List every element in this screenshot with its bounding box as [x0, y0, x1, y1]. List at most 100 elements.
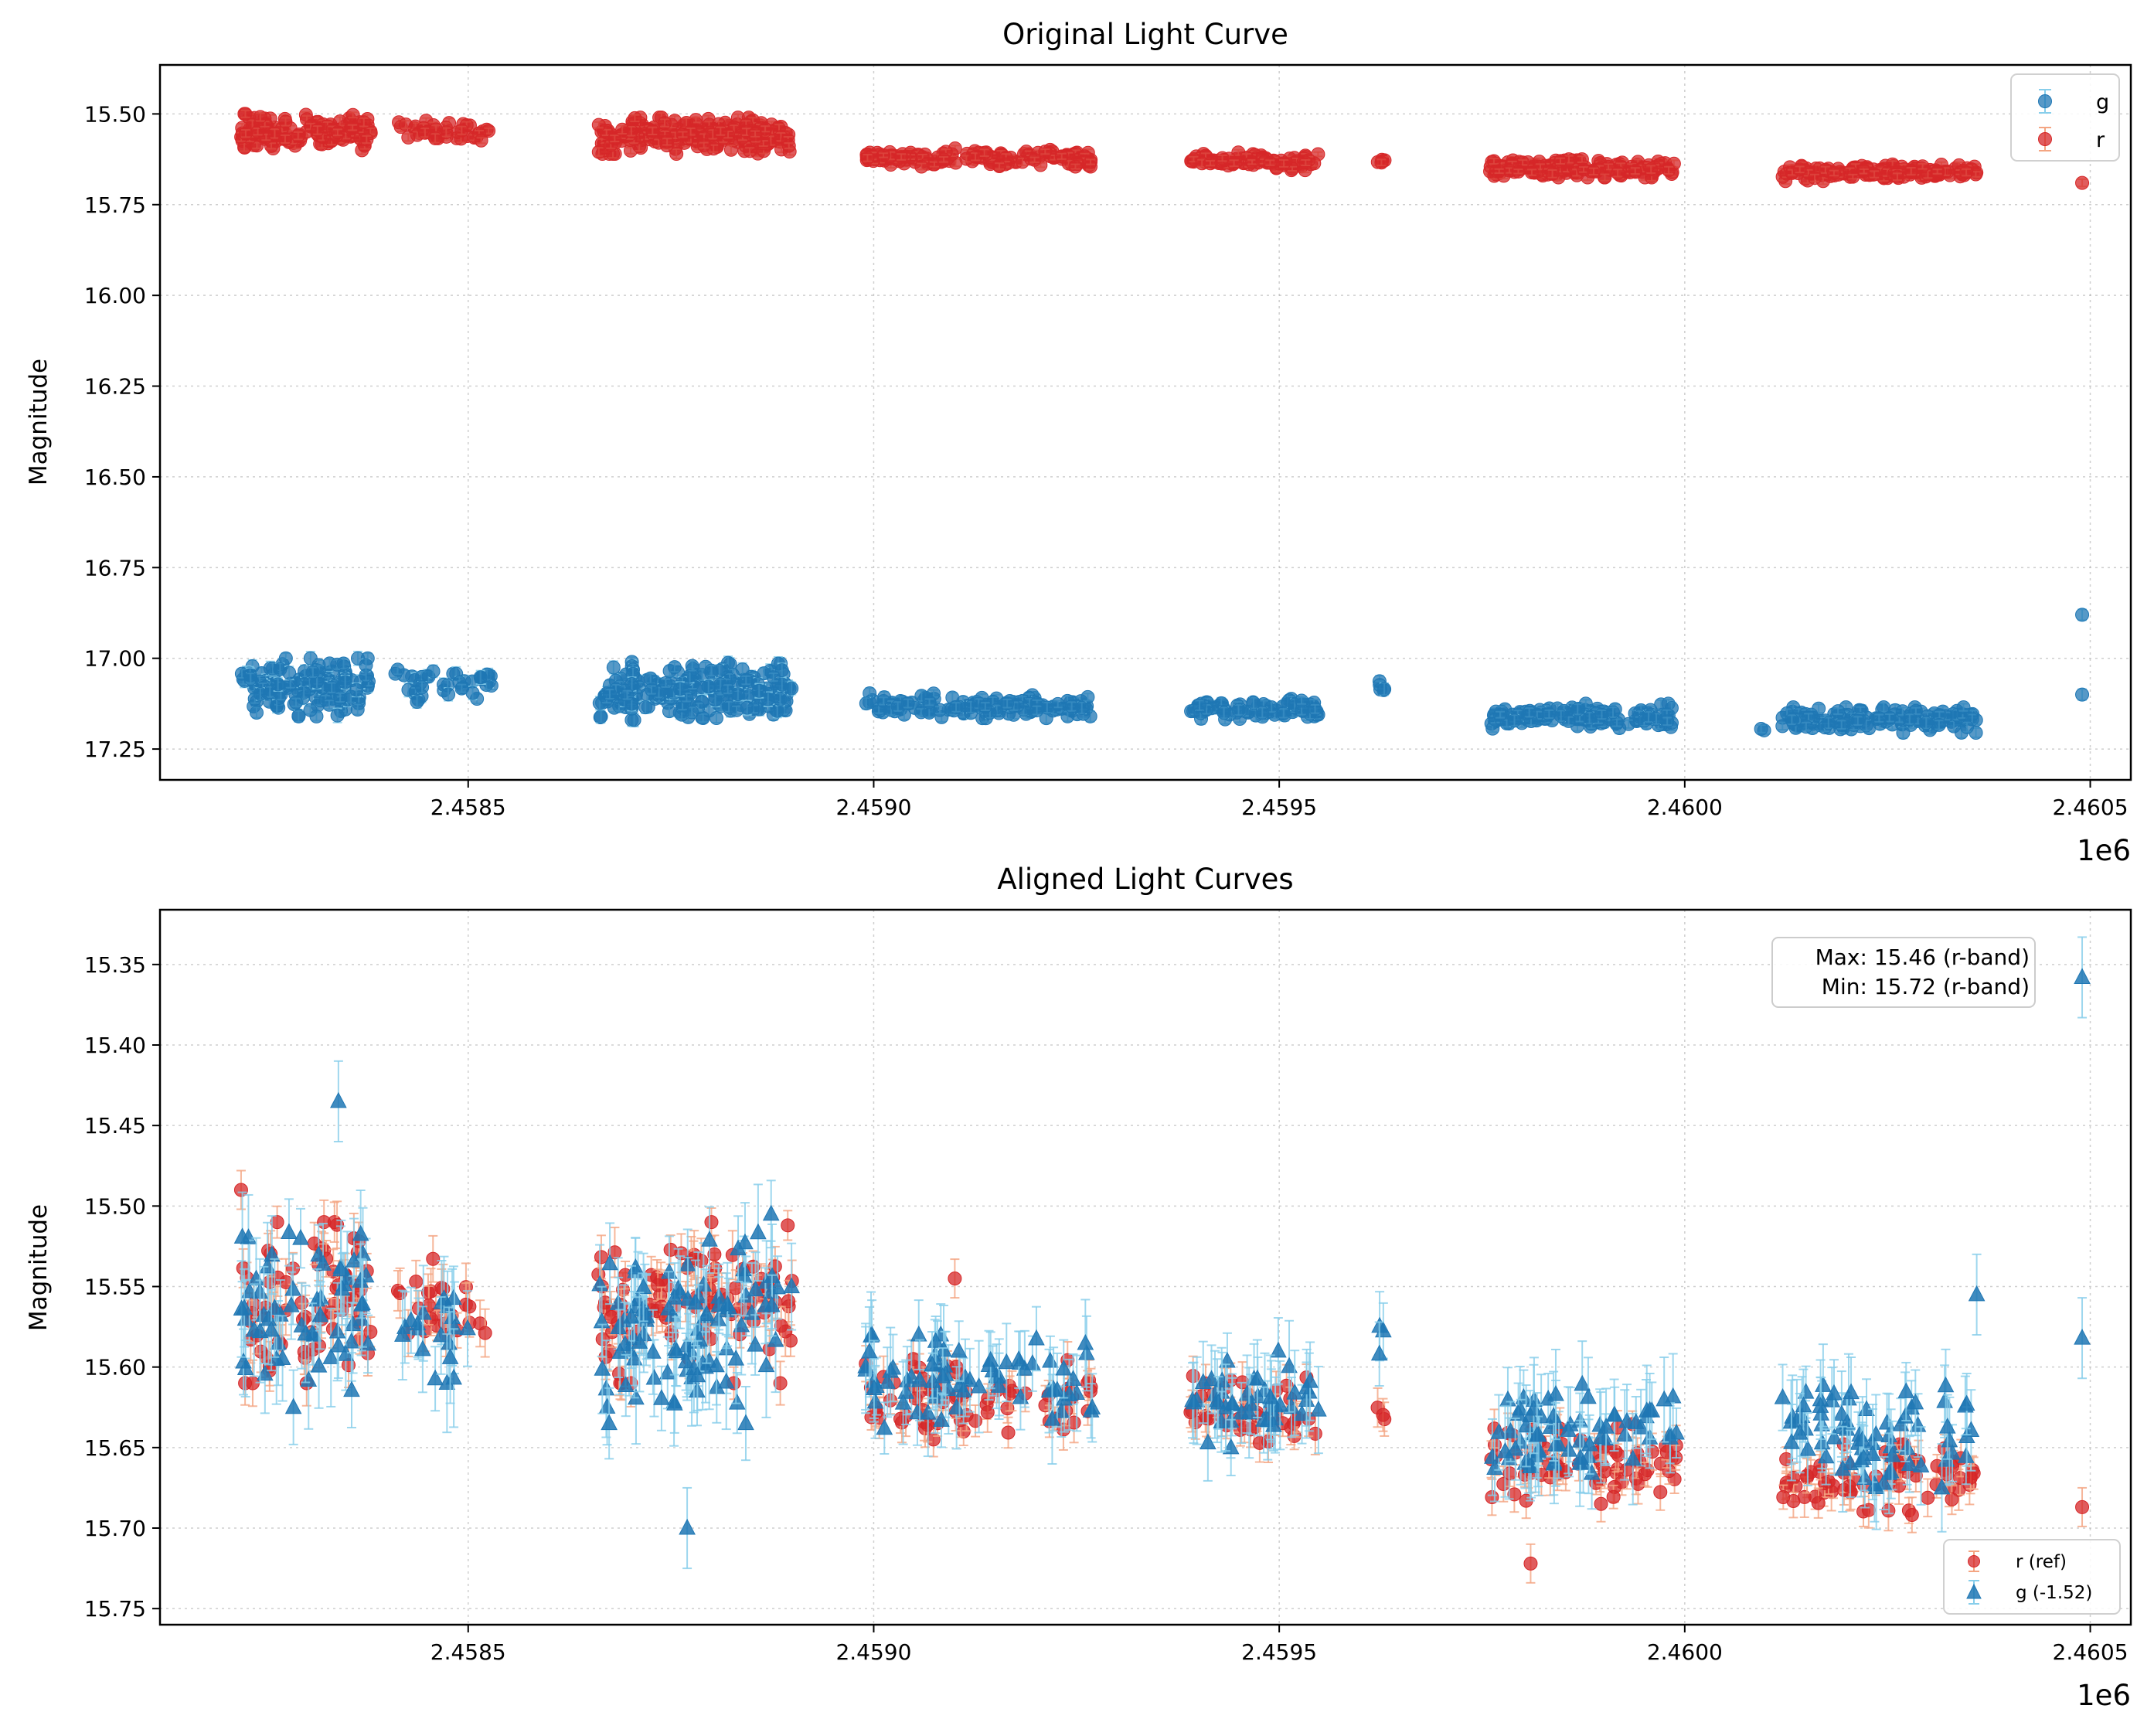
data-point-r — [894, 150, 909, 165]
data-point-r — [1215, 151, 1230, 165]
data-point-r — [1846, 169, 1860, 184]
data-point-r — [748, 127, 763, 141]
data-point-g — [1754, 722, 1768, 737]
data-point-r-ref- — [1523, 1543, 1538, 1584]
data-point-g — [766, 670, 781, 685]
axis-ticks: 2.4585 2.4590 2.4595 2.4600 2.4605 15.35 15.40… — [84, 952, 2128, 1665]
data-point-g-1-52- — [2074, 936, 2091, 1019]
data-point-g — [350, 702, 365, 717]
data-point-g — [338, 674, 352, 689]
data-point-g-1-52- — [2074, 1297, 2091, 1380]
data-point-r — [345, 121, 360, 135]
data-point-r — [1611, 165, 1625, 180]
data-point-r — [645, 124, 660, 138]
y-tick-label: 17.25 — [84, 737, 146, 762]
data-point-r — [1959, 165, 1974, 180]
data-point-g — [1902, 712, 1917, 727]
data-point-g — [305, 665, 320, 679]
data-point-r — [713, 124, 728, 138]
data-point-r-ref- — [1001, 1416, 1016, 1449]
data-point-g — [773, 692, 788, 706]
data-point-r — [1553, 154, 1567, 168]
data-point-r — [1662, 163, 1676, 178]
data-point-g — [349, 682, 364, 698]
y-tick-label: 15.50 — [84, 1193, 146, 1219]
data-point-r — [696, 138, 711, 153]
data-point-g — [1641, 710, 1655, 724]
data-point-g — [249, 705, 264, 720]
data-point-g-1-52- — [281, 1198, 298, 1267]
data-point-r — [1867, 167, 1882, 182]
data-point-r — [1808, 171, 1822, 186]
data-point-r — [1263, 155, 1278, 170]
data-point-g-1-52- — [1968, 1253, 1986, 1336]
data-point-g-1-52- — [1664, 1353, 1682, 1441]
x-tick-label: 2.4600 — [1647, 795, 1723, 820]
data-point-r — [937, 152, 951, 167]
data-point-g — [606, 660, 621, 675]
data-point-g — [1956, 700, 1971, 715]
data-point-g — [1606, 705, 1621, 720]
data-point-r-ref- — [271, 1258, 285, 1298]
data-point-g — [1000, 696, 1015, 711]
data-point-r — [628, 111, 642, 125]
data-point-r — [781, 138, 796, 153]
data-point-g — [303, 703, 318, 717]
data-point-g — [978, 700, 992, 714]
x-tick-label: 2.4590 — [835, 795, 911, 820]
data-point-r — [1298, 155, 1313, 170]
data-point-r-ref- — [1904, 1496, 1919, 1533]
data-point-g — [322, 697, 336, 712]
legend-label-r: r — [2096, 128, 2105, 152]
data-point-r — [660, 134, 675, 149]
data-point-g-1-52- — [601, 1387, 618, 1460]
y-axis-label: Magnitude — [25, 359, 53, 485]
data-point-g — [1594, 707, 1609, 722]
data-point-r — [277, 131, 292, 146]
y-tick-label: 15.45 — [84, 1113, 146, 1139]
data-point-g — [390, 662, 405, 677]
data-point-g — [662, 704, 676, 719]
data-point-g — [658, 676, 673, 690]
legend-label-g: g — [2096, 90, 2109, 114]
data-point-r — [1038, 145, 1053, 159]
data-point-g — [752, 682, 767, 699]
data-point-r — [743, 144, 757, 158]
data-point-r — [1374, 155, 1389, 170]
x-tick-label: 2.4590 — [835, 1639, 911, 1665]
data-point-r — [1492, 164, 1506, 179]
data-point-g — [454, 681, 469, 696]
data-point-g — [709, 711, 723, 726]
data-point-g — [1377, 682, 1392, 696]
y-tick-label: 16.50 — [84, 465, 146, 490]
data-point-g — [1960, 720, 1975, 734]
data-point-g — [473, 669, 488, 685]
y-tick-label: 15.50 — [84, 101, 146, 127]
annotation-max: Max: 15.46 (r-band) — [1815, 945, 2030, 970]
chart-title: Original Light Curve — [1002, 18, 1288, 51]
data-point-g — [645, 682, 659, 697]
data-point-g — [1785, 713, 1799, 727]
data-point-r-ref- — [663, 1234, 678, 1265]
data-point-r — [310, 123, 325, 138]
x-tick-label: 2.4605 — [2053, 1639, 2128, 1665]
y-tick-label: 17.00 — [84, 646, 146, 672]
data-point-g — [1834, 717, 1849, 732]
plot-area — [234, 107, 2090, 740]
data-point-g — [740, 700, 754, 716]
data-point-g — [1217, 706, 1231, 720]
data-point-r — [1890, 169, 1904, 184]
legend: r (ref) g (-1.52) — [1943, 1539, 2121, 1615]
data-point-r — [860, 151, 875, 165]
data-point-g — [291, 709, 306, 723]
data-point-g-1-52- — [1937, 1348, 1955, 1423]
grid — [160, 65, 2131, 780]
x-offset-label: 1e6 — [2077, 834, 2131, 867]
data-point-g — [949, 700, 964, 714]
data-point-g — [271, 676, 285, 692]
data-point-r — [359, 132, 374, 147]
data-point-g — [410, 695, 424, 710]
data-point-r — [1054, 149, 1069, 164]
data-point-g — [594, 710, 608, 724]
data-point-g — [1553, 709, 1568, 723]
